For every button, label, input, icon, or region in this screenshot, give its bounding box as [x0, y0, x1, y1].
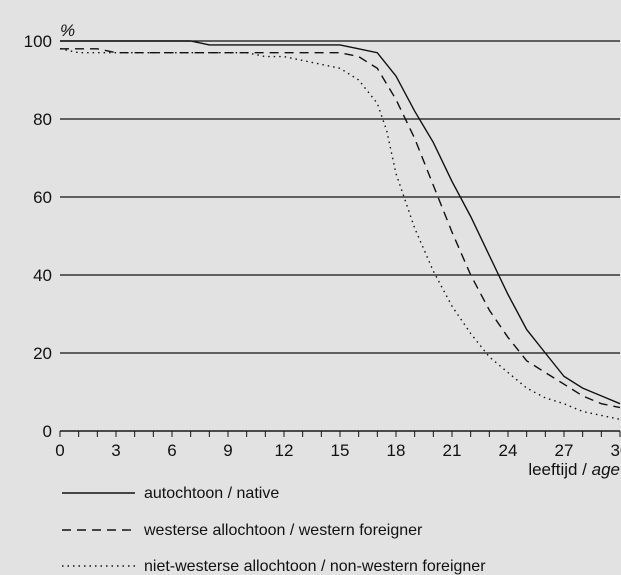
series-line-solid: [60, 40, 621, 405]
x-axis-label-italic: age: [592, 460, 620, 479]
x-tick-label: 21: [443, 441, 462, 460]
x-tick-label: 0: [55, 441, 64, 460]
legend-label: autochtoon / native: [144, 485, 279, 502]
x-tick-label: 18: [387, 441, 406, 460]
x-tick-label: 9: [223, 441, 232, 460]
plot-area: [60, 41, 620, 431]
x-axis: 0 3 6 9 12 15 18 21 24 27 30: [55, 430, 621, 460]
y-axis-tick-labels: 0 20 40 60 80 100: [24, 32, 52, 441]
x-tick-label: 30: [611, 441, 621, 460]
x-axis-label: leeftijd / age: [528, 460, 620, 479]
legend: autochtoon / native westerse allochtoon /…: [62, 485, 486, 575]
legend-label: niet-westerse allochtoon / non-western f…: [144, 558, 486, 575]
y-tick-label: 60: [33, 188, 52, 207]
y-tick-label: 20: [33, 344, 52, 363]
y-tick-label: 0: [43, 422, 52, 441]
x-axis-label-text: leeftijd /: [528, 460, 591, 479]
y-tick-label: 100: [24, 32, 52, 51]
x-tick-label: 15: [331, 441, 350, 460]
x-tick-label: 24: [499, 441, 518, 460]
grid-lines: [60, 40, 620, 432]
x-tick-label: 6: [167, 441, 176, 460]
series-lines: [59, 40, 621, 420]
x-tick-label: 27: [555, 441, 574, 460]
x-tick-label: 3: [111, 441, 120, 460]
legend-label: westerse allochtoon / western foreigner: [143, 522, 423, 539]
y-tick-label: 80: [33, 110, 52, 129]
y-axis-unit-label: %: [60, 21, 75, 40]
x-tick-label: 12: [275, 441, 294, 460]
y-tick-label: 40: [33, 266, 52, 285]
